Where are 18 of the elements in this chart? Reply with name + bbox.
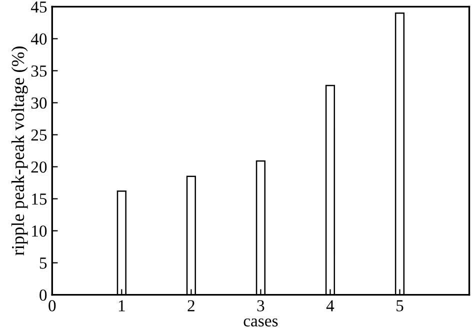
y-tick-label: 20: [31, 161, 47, 173]
x-tick-label: 5: [396, 300, 404, 312]
y-tick-label: 15: [32, 194, 47, 205]
y-tick-label: 30: [31, 97, 47, 109]
y-tick-label: 40: [30, 33, 47, 45]
y-tick-label: 25: [31, 129, 47, 141]
x-tick-label: 2: [188, 300, 194, 312]
x-tick-label: 1: [118, 300, 125, 312]
x-tick-label: 0: [48, 300, 56, 312]
x-axis-title: cases: [244, 318, 278, 327]
y-tick-label: 10: [32, 225, 47, 237]
y-tick-label: 45: [30, 2, 47, 13]
y-tick-label: 0: [40, 290, 47, 301]
y-axis-title: ripple peak-peak voltage (%): [11, 46, 28, 256]
x-tick-label: 4: [326, 300, 334, 312]
y-tick-label: 35: [31, 65, 47, 77]
y-tick-label: 5: [40, 258, 47, 269]
x-tick-label: 3: [257, 300, 264, 312]
